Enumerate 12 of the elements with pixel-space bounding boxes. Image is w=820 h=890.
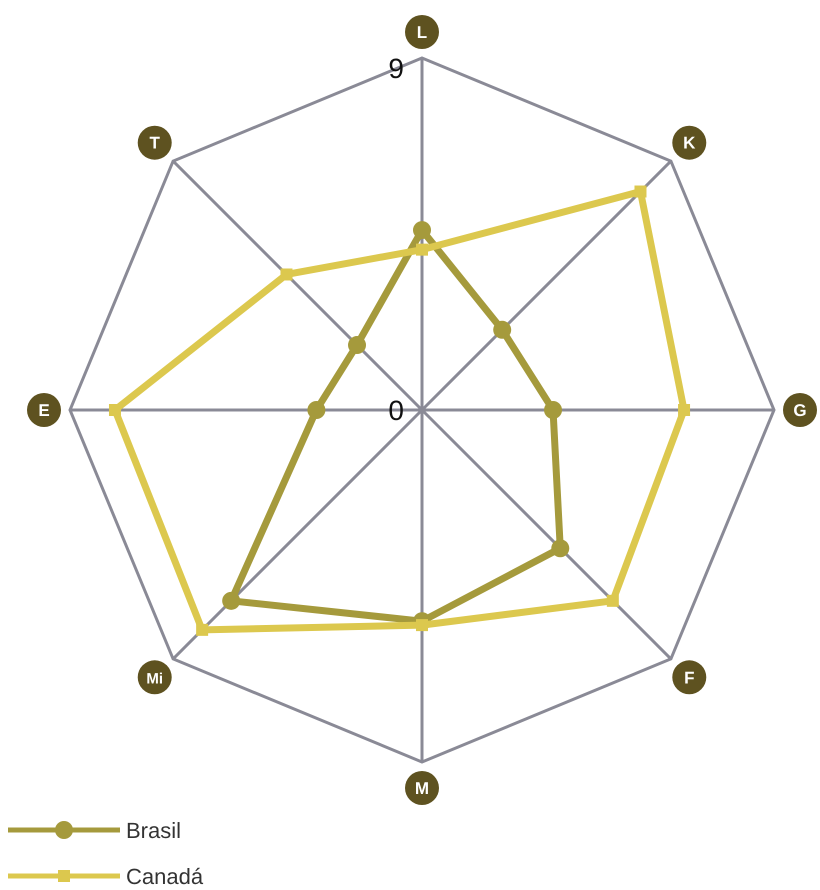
spoke-label: K [683, 134, 696, 153]
legend-label: Brasil [126, 818, 182, 843]
spoke-label: E [38, 401, 50, 420]
spoke-label: M [414, 779, 430, 798]
spoke-label: G [793, 401, 807, 420]
spoke-label: Mi [146, 670, 164, 688]
y-tick-label: 0 [388, 395, 404, 426]
spoke-label: T [150, 134, 161, 153]
spoke-label: F [684, 668, 694, 688]
legend-label: Canadá [126, 864, 204, 889]
y-tick-label: 9 [388, 53, 404, 84]
spoke-label: L [416, 23, 428, 42]
